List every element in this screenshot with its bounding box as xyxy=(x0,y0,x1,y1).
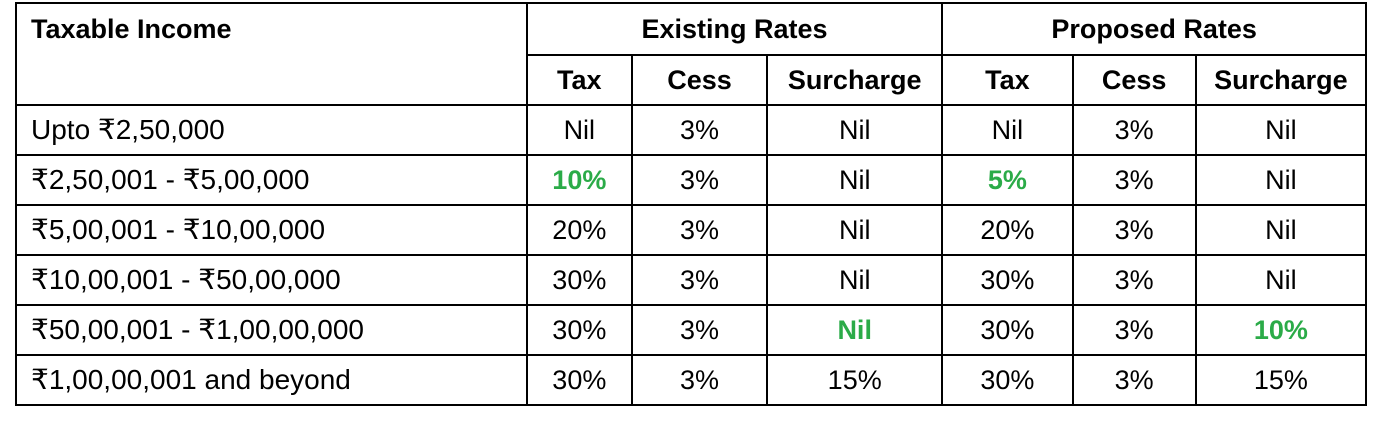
existing-surcharge-cell: Nil xyxy=(766,104,944,156)
existing-surcharge-header: Surcharge xyxy=(766,54,944,106)
proposed-tax-cell: Nil xyxy=(941,104,1074,156)
proposed-cess-cell: 3% xyxy=(1071,254,1197,306)
proposed-tax-cell: 20% xyxy=(941,204,1074,256)
table-row: ₹1,00,00,001 and beyond 30% 3% 15% 30% 3% 15% xyxy=(15,354,1368,406)
existing-surcharge-cell: 15% xyxy=(766,354,944,406)
proposed-cess-cell: 3% xyxy=(1071,354,1197,406)
existing-cess-cell: 3% xyxy=(630,204,769,256)
table-row: ₹5,00,001 - ₹10,00,000 20% 3% Nil 20% 3% Nil xyxy=(15,204,1368,256)
existing-tax-cell: 20% xyxy=(525,204,633,256)
table-body: Upto ₹2,50,000 Nil 3% Nil Nil 3% Nil ₹2,50,001 … xyxy=(15,104,1368,406)
existing-tax-cell: Nil xyxy=(525,104,633,156)
existing-surcharge-cell: Nil xyxy=(766,154,944,206)
proposed-tax-cell: 30% xyxy=(941,354,1074,406)
proposed-tax-header: Tax xyxy=(941,54,1074,106)
existing-cess-cell: 3% xyxy=(630,254,769,306)
tax-rates-table: Taxable Income Existing Rates Proposed R… xyxy=(15,2,1368,406)
proposed-tax-cell: 30% xyxy=(941,304,1074,356)
sub-header-row: Tax Cess Surcharge Tax Cess Surcharge xyxy=(16,54,1368,106)
existing-tax-cell: 30% xyxy=(525,354,633,406)
proposed-cess-cell: 3% xyxy=(1071,204,1197,256)
income-bracket-label: ₹2,50,001 - ₹5,00,000 xyxy=(15,154,528,206)
existing-cess-cell: 3% xyxy=(630,154,769,206)
existing-surcharge-cell: Nil xyxy=(766,304,944,356)
income-bracket-label: ₹5,00,001 - ₹10,00,000 xyxy=(15,204,528,256)
income-bracket-label: ₹50,00,001 - ₹1,00,00,000 xyxy=(15,304,528,356)
existing-cess-cell: 3% xyxy=(630,354,769,406)
proposed-surcharge-cell: Nil xyxy=(1194,204,1368,256)
existing-tax-header: Tax xyxy=(525,54,633,106)
existing-cess-cell: 3% xyxy=(630,104,769,156)
proposed-surcharge-cell: 15% xyxy=(1194,354,1368,406)
existing-surcharge-cell: Nil xyxy=(766,254,944,306)
existing-cess-header: Cess xyxy=(630,54,769,106)
proposed-cess-cell: 3% xyxy=(1071,104,1197,156)
proposed-surcharge-header: Surcharge xyxy=(1194,54,1368,106)
proposed-cess-header: Cess xyxy=(1071,54,1197,106)
existing-rates-header: Existing Rates xyxy=(525,2,944,56)
table-row: Upto ₹2,50,000 Nil 3% Nil Nil 3% Nil xyxy=(15,104,1368,156)
income-bracket-label: ₹10,00,001 - ₹50,00,000 xyxy=(15,254,528,306)
proposed-tax-cell: 30% xyxy=(941,254,1074,306)
income-bracket-label: Upto ₹2,50,000 xyxy=(15,104,528,156)
taxable-income-header: Taxable Income xyxy=(15,2,528,106)
table-row: ₹50,00,001 - ₹1,00,00,000 30% 3% Nil 30% 3% 10… xyxy=(15,304,1368,356)
income-bracket-label: ₹1,00,00,001 and beyond xyxy=(15,354,528,406)
proposed-cess-cell: 3% xyxy=(1071,154,1197,206)
proposed-surcharge-cell: Nil xyxy=(1194,254,1368,306)
existing-tax-cell: 30% xyxy=(525,304,633,356)
proposed-surcharge-cell: 10% xyxy=(1194,304,1368,356)
proposed-surcharge-cell: Nil xyxy=(1194,104,1368,156)
proposed-cess-cell: 3% xyxy=(1071,304,1197,356)
table-row: ₹2,50,001 - ₹5,00,000 10% 3% Nil 5% 3% Nil xyxy=(15,154,1368,206)
table-row: ₹10,00,001 - ₹50,00,000 30% 3% Nil 30% 3% Nil xyxy=(15,254,1368,306)
existing-tax-cell: 10% xyxy=(525,154,633,206)
group-header-row: Taxable Income Existing Rates Proposed R… xyxy=(15,2,1367,106)
proposed-surcharge-cell: Nil xyxy=(1194,154,1368,206)
proposed-tax-cell: 5% xyxy=(941,154,1074,206)
existing-cess-cell: 3% xyxy=(630,304,769,356)
proposed-rates-header: Proposed Rates xyxy=(941,2,1367,56)
existing-tax-cell: 30% xyxy=(525,254,633,306)
existing-surcharge-cell: Nil xyxy=(766,204,944,256)
